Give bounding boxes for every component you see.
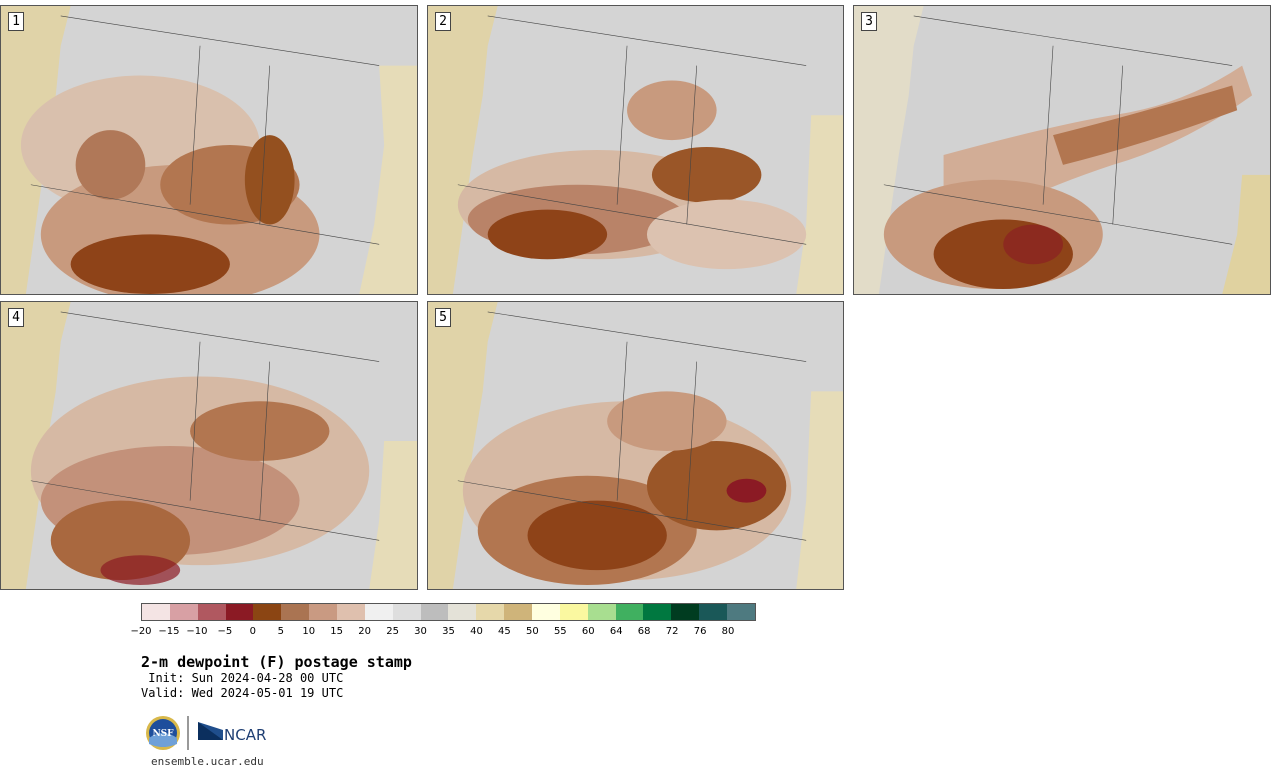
map-5 (428, 302, 843, 589)
colorbar-tick-label: −5 (217, 626, 233, 637)
colorbar-tick-label: 20 (358, 626, 371, 637)
panel-label-1: 1 (8, 12, 24, 31)
colorbar-swatch (587, 604, 616, 620)
chart-title: 2-m dewpoint (F) postage stamp (141, 653, 412, 671)
logos: NSF NCAR (146, 716, 266, 750)
panel-label-2: 2 (435, 12, 451, 31)
colorbar-swatch (253, 604, 282, 620)
map-1 (1, 6, 417, 294)
map-3 (854, 6, 1270, 294)
colorbar-swatch (671, 604, 700, 620)
colorbar-tick-label: 76 (693, 626, 707, 637)
colorbar-swatch (309, 604, 338, 620)
colorbar-swatch (392, 604, 421, 620)
ncar-logo-icon: NCAR (198, 722, 266, 744)
ncar-logo-text: NCAR (224, 726, 266, 744)
colorbar-tick-label: 10 (302, 626, 316, 637)
colorbar-swatch (643, 604, 672, 620)
colorbar-swatch (281, 604, 310, 620)
colorbar-swatch (420, 604, 449, 620)
colorbar-swatch (476, 604, 505, 620)
stamp-panel-2: 2 (427, 5, 844, 295)
colorbar-swatch (727, 604, 755, 620)
colorbar-swatch (197, 604, 226, 620)
panel-label-3: 3 (861, 12, 877, 31)
stamp-panel-1: 1 (0, 5, 418, 295)
colorbar-swatch (504, 604, 533, 620)
nsf-logo-text: NSF (152, 729, 174, 739)
colorbar-tick-label: 25 (386, 626, 399, 637)
colorbar-tick-label: 68 (637, 626, 651, 637)
valid-time: Valid: Wed 2024-05-01 19 UTC (141, 686, 344, 700)
colorbar-tick-label: 72 (665, 626, 679, 637)
map-2 (428, 6, 843, 294)
site-url: ensemble.ucar.edu (151, 755, 264, 768)
colorbar-swatch (169, 604, 198, 620)
colorbar (141, 603, 756, 621)
colorbar-swatch (364, 604, 393, 620)
colorbar-tick-label: 50 (525, 626, 539, 637)
stamp-panel-4: 4 (0, 301, 418, 590)
colorbar-tick-label: 45 (498, 626, 511, 637)
colorbar-tick-label: 30 (414, 626, 427, 637)
colorbar-swatch (615, 604, 644, 620)
colorbar-tick-label: 5 (277, 626, 284, 637)
colorbar-swatch (225, 604, 254, 620)
colorbar-swatch (448, 604, 477, 620)
panel-label-4: 4 (8, 308, 24, 327)
colorbar-swatch (699, 604, 728, 620)
init-time: Init: Sun 2024-04-28 00 UTC (141, 671, 344, 685)
stamp-panel-3: 3 (853, 5, 1271, 295)
stamp-panel-5: 5 (427, 301, 844, 590)
colorbar-tick-label: −20 (130, 626, 152, 637)
colorbar-tick-label: 35 (442, 626, 455, 637)
colorbar-swatch (142, 604, 170, 620)
colorbar-swatch (337, 604, 365, 620)
map-4 (1, 302, 417, 589)
colorbar-tick-label: 60 (581, 626, 595, 637)
colorbar-swatch (559, 604, 588, 620)
colorbar-swatch (532, 604, 560, 620)
colorbar-tick-label: 0 (249, 626, 256, 637)
colorbar-tick-label: 64 (609, 626, 623, 637)
colorbar-tick-label: −15 (158, 626, 180, 637)
colorbar-tick-label: 40 (470, 626, 483, 637)
nsf-logo-icon: NSF (146, 716, 180, 750)
colorbar-ticks: −20 −15 −10 −5 0 5 10 15 20 25 30 35 40 45 50 55 60 64 68 7… (130, 626, 756, 640)
panel-label-5: 5 (435, 308, 451, 327)
colorbar-tick-label: −10 (186, 626, 208, 637)
colorbar-tick-label: 55 (553, 626, 567, 637)
colorbar-tick-label: 80 (721, 626, 735, 637)
colorbar-tick-label: 15 (330, 626, 344, 637)
